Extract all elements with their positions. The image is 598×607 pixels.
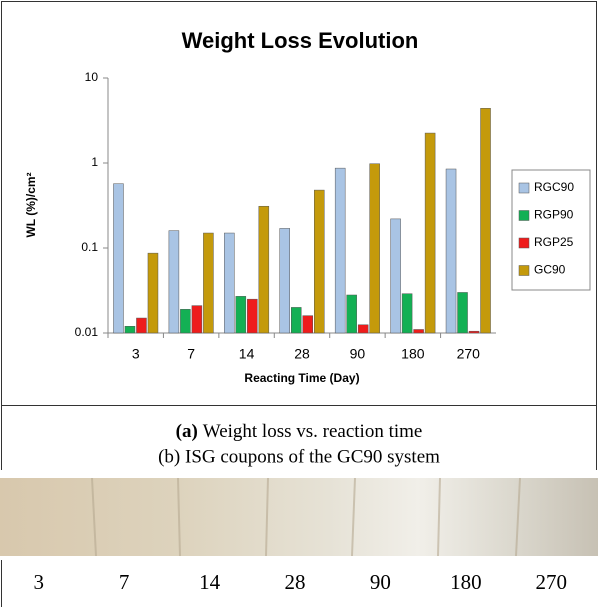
y-tick-label: 0.01 (75, 325, 99, 339)
photo-label: 14 (199, 570, 221, 594)
photo-label: 90 (370, 570, 391, 594)
bar (347, 295, 357, 333)
photo-label: 3 (33, 570, 44, 594)
bar (481, 108, 491, 333)
bar (414, 329, 424, 333)
photo-label: 270 (536, 570, 568, 594)
bar (136, 318, 146, 333)
bar (335, 168, 345, 333)
photo-label: 28 (285, 570, 306, 594)
photo-label: 7 (119, 570, 130, 594)
bar (259, 206, 269, 333)
x-axis-label: Reacting Time (Day) (244, 371, 359, 385)
bar (280, 228, 290, 333)
bar (469, 331, 479, 333)
bar (125, 326, 135, 333)
y-tick-label: 1 (91, 155, 98, 169)
bar (446, 169, 456, 333)
figure: (a)Weight loss vs. reaction time (b) ISG… (0, 0, 598, 607)
bar (370, 164, 380, 333)
legend-label: RGP90 (534, 208, 574, 222)
x-tick-label: 3 (132, 346, 140, 362)
legend-swatch (519, 183, 529, 193)
bar (425, 133, 435, 333)
coupon-photo (0, 478, 598, 556)
bar (391, 219, 401, 333)
bar (291, 307, 301, 333)
bar (203, 233, 213, 333)
legend-swatch (519, 211, 529, 221)
bar (192, 306, 202, 333)
y-tick-label: 0.1 (81, 240, 98, 254)
bar (247, 299, 257, 333)
bar (458, 292, 468, 333)
x-tick-label: 270 (457, 346, 481, 362)
caption-a: (a)Weight loss vs. reaction time (176, 421, 423, 442)
caption-b: (b) ISG coupons of the GC90 system (158, 446, 440, 467)
legend-swatch (519, 238, 529, 248)
legend-label: RGC90 (534, 180, 574, 194)
x-tick-label: 180 (401, 346, 425, 362)
bar (236, 296, 246, 333)
bar (113, 184, 123, 333)
legend-swatch (519, 266, 529, 276)
bar (314, 190, 324, 333)
bar (224, 233, 234, 333)
legend-label: GC90 (534, 263, 566, 277)
x-tick-label: 14 (239, 346, 255, 362)
bar (402, 294, 412, 333)
bar (180, 309, 190, 333)
caption-a-label: (a) (176, 421, 198, 442)
y-tick-label: 10 (85, 70, 99, 84)
bar (169, 231, 179, 333)
y-axis-label: WL (%)/cm² (24, 172, 38, 237)
bar (358, 325, 368, 333)
x-tick-label: 7 (187, 346, 195, 362)
photo-label: 180 (450, 570, 482, 594)
chart-title: Weight Loss Evolution (182, 28, 419, 53)
bar (303, 316, 313, 333)
bar (148, 253, 158, 333)
x-tick-label: 28 (294, 346, 310, 362)
caption-a-text: Weight loss vs. reaction time (203, 421, 423, 442)
x-tick-label: 90 (350, 346, 366, 362)
legend-label: RGP25 (534, 235, 574, 249)
